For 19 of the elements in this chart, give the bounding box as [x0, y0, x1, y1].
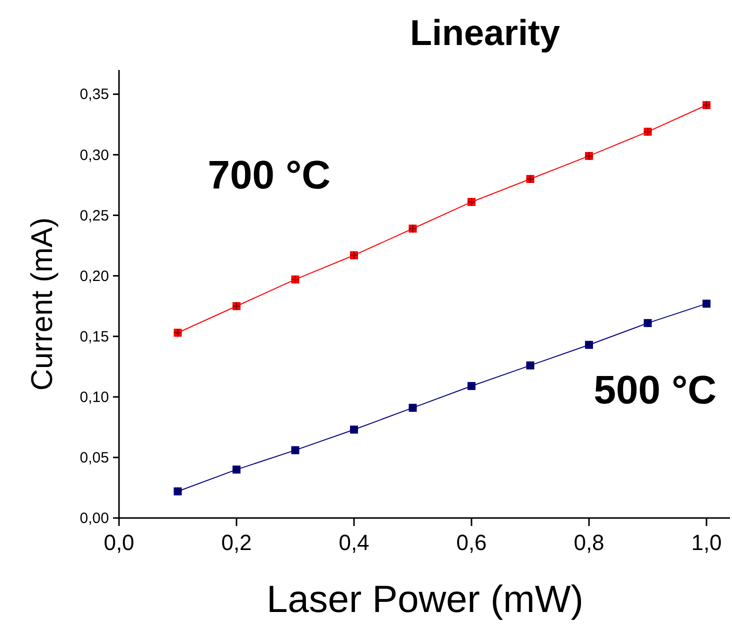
x-tick-label: 0,4 [338, 530, 370, 555]
y-tick-label: 0,10 [80, 388, 109, 406]
x-tick-label: 0,0 [104, 530, 134, 555]
x-tick-label: 1,0 [691, 530, 722, 555]
y-tick-label: 0,00 [80, 510, 109, 527]
y-tick-label: 0,30 [80, 146, 109, 164]
x-tick-label: 0,2 [221, 530, 252, 555]
series-label: 500 °C [594, 368, 716, 413]
y-tick-label: 0,05 [80, 449, 109, 466]
x-tick-label: 0,8 [574, 530, 604, 555]
y-axis-title: Current (mA) [26, 217, 59, 391]
series-label: 700 °C [208, 154, 330, 198]
y-tick-label: 0,15 [80, 328, 109, 346]
x-tick-label: 0,6 [456, 530, 487, 555]
x-axis-title: Laser Power (mW) [266, 579, 584, 621]
y-tick-label: 0,25 [80, 207, 109, 224]
y-tick-label: 0,35 [80, 86, 109, 104]
y-tick-label: 0,20 [80, 268, 109, 285]
chart-title: Linearity [410, 12, 560, 53]
